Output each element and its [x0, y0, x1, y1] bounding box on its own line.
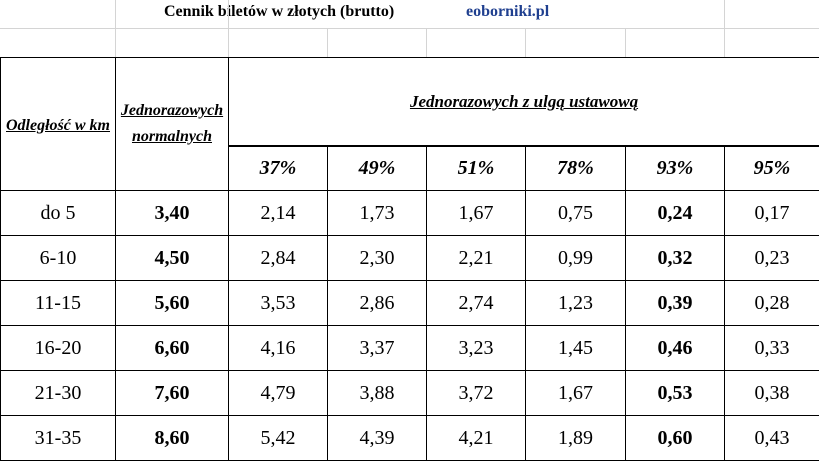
- price-cell: 2,21: [427, 236, 526, 281]
- distance-cell: 16-20: [1, 326, 116, 371]
- price-cell: 0,39: [626, 281, 725, 326]
- discount-93: 93%: [626, 146, 725, 191]
- price-cell: 2,84: [229, 236, 328, 281]
- distance-header: Odległość w km: [1, 58, 116, 191]
- sheet-gridline: [0, 28, 819, 29]
- price-cell: 0,33: [725, 326, 819, 371]
- price-cell: 1,89: [526, 416, 626, 461]
- distance-header-label: Odległość w km: [6, 117, 110, 134]
- table-row: 11-15 5,60 3,53 2,86 2,74 1,23 0,39 0,28: [1, 281, 819, 326]
- table-row: 21-30 7,60 4,79 3,88 3,72 1,67 0,53 0,38: [1, 371, 819, 416]
- price-cell: 3,88: [328, 371, 427, 416]
- discount-37: 37%: [229, 146, 328, 191]
- table-row: 16-20 6,60 4,16 3,37 3,23 1,45 0,46 0,33: [1, 326, 819, 371]
- distance-cell: 11-15: [1, 281, 116, 326]
- price-cell: 3,53: [229, 281, 328, 326]
- price-cell: 0,38: [725, 371, 819, 416]
- discount-group-header: Jednorazowych z ulgą ustawową: [229, 58, 819, 146]
- price-cell: 0,17: [725, 191, 819, 236]
- price-cell: 2,74: [427, 281, 526, 326]
- price-cell: 4,16: [229, 326, 328, 371]
- normal-header-line1: Jednorazowych: [116, 98, 228, 124]
- price-cell: 1,67: [427, 191, 526, 236]
- site-name: eoborniki.pl: [466, 3, 549, 21]
- price-cell: 2,86: [328, 281, 427, 326]
- price-cell: 0,75: [526, 191, 626, 236]
- distance-cell: 21-30: [1, 371, 116, 416]
- price-cell: 0,99: [526, 236, 626, 281]
- table-row: 6-10 4,50 2,84 2,30 2,21 0,99 0,32 0,23: [1, 236, 819, 281]
- price-cell: 3,37: [328, 326, 427, 371]
- sheet-gridline: [426, 28, 427, 57]
- sheet-gridline: [724, 0, 725, 57]
- price-cell: 1,23: [526, 281, 626, 326]
- price-cell: 0,43: [725, 416, 819, 461]
- normal-header: Jednorazowych normalnych: [116, 58, 229, 191]
- discount-group-label: Jednorazowych z ulgą ustawową: [410, 92, 638, 111]
- table-row: 31-35 8,60 5,42 4,39 4,21 1,89 0,60 0,43: [1, 416, 819, 461]
- price-cell: 4,21: [427, 416, 526, 461]
- page-title: Cennik biletów w złotych (brutto): [164, 3, 394, 21]
- price-cell: 3,23: [427, 326, 526, 371]
- distance-cell: 31-35: [1, 416, 116, 461]
- price-table: Odległość w km Jednorazowych normalnych …: [0, 57, 819, 461]
- price-cell: 2,14: [229, 191, 328, 236]
- price-cell: 0,28: [725, 281, 819, 326]
- normal-price-cell: 3,40: [116, 191, 229, 236]
- sheet-title-row: Cennik biletów w złotych (brutto) eoborn…: [0, 0, 819, 28]
- discount-78: 78%: [526, 146, 626, 191]
- discount-51: 51%: [427, 146, 526, 191]
- sheet-gridline: [327, 28, 328, 57]
- price-cell: 1,73: [328, 191, 427, 236]
- discount-95: 95%: [725, 146, 819, 191]
- price-cell: 1,45: [526, 326, 626, 371]
- price-cell: 0,53: [626, 371, 725, 416]
- normal-price-cell: 8,60: [116, 416, 229, 461]
- normal-price-cell: 5,60: [116, 281, 229, 326]
- price-cell: 5,42: [229, 416, 328, 461]
- sheet-gridline: [115, 0, 116, 57]
- distance-cell: do 5: [1, 191, 116, 236]
- table-row: do 5 3,40 2,14 1,73 1,67 0,75 0,24 0,17: [1, 191, 819, 236]
- sheet-gridline: [525, 28, 526, 57]
- price-cell: 0,32: [626, 236, 725, 281]
- price-cell: 3,72: [427, 371, 526, 416]
- price-cell: 0,60: [626, 416, 725, 461]
- distance-cell: 6-10: [1, 236, 116, 281]
- price-cell: 0,23: [725, 236, 819, 281]
- normal-price-cell: 6,60: [116, 326, 229, 371]
- price-cell: 4,39: [328, 416, 427, 461]
- price-cell: 0,24: [626, 191, 725, 236]
- sheet-gridline: [228, 0, 229, 57]
- sheet-gridline: [625, 28, 626, 57]
- header-row: Odległość w km Jednorazowych normalnych …: [1, 58, 819, 146]
- discount-49: 49%: [328, 146, 427, 191]
- price-cell: 2,30: [328, 236, 427, 281]
- price-cell: 4,79: [229, 371, 328, 416]
- normal-price-cell: 7,60: [116, 371, 229, 416]
- price-cell: 0,46: [626, 326, 725, 371]
- normal-header-line2: normalnych: [116, 124, 228, 150]
- normal-price-cell: 4,50: [116, 236, 229, 281]
- price-cell: 1,67: [526, 371, 626, 416]
